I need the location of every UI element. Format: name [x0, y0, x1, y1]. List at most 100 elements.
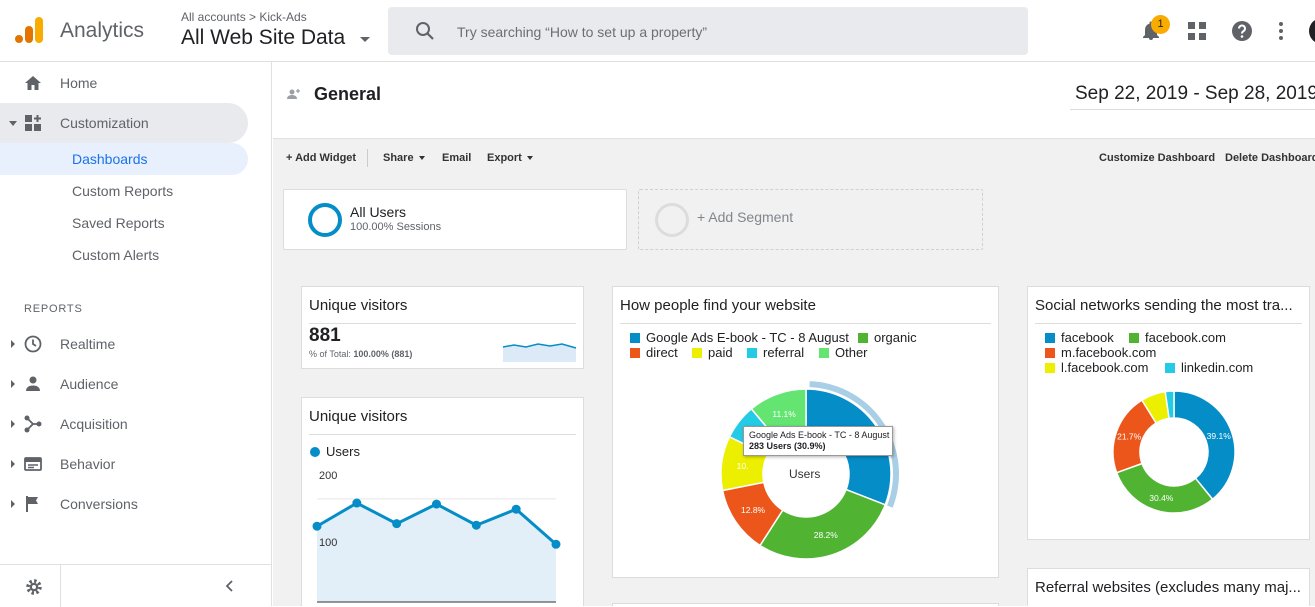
customize-dashboard-button[interactable]: Customize Dashboard	[1099, 152, 1216, 164]
sidebar-item-home[interactable]: Home	[0, 63, 248, 103]
product-name: Analytics	[60, 19, 145, 42]
metric-total: % of Total: 100.00% (881)	[309, 349, 412, 359]
share-button-label: Share	[383, 152, 414, 164]
line-chart	[312, 498, 561, 603]
account-avatar[interactable]	[1309, 18, 1315, 44]
gear-icon[interactable]	[25, 578, 43, 596]
legend-item: facebook.com	[1129, 330, 1226, 345]
legend-item: Google Ads E-book - TC - 8 August	[630, 330, 849, 345]
add-widget-button[interactable]: + Add Widget	[286, 152, 357, 164]
chevron-down-icon[interactable]	[360, 37, 370, 42]
caret-down-icon	[9, 121, 17, 126]
widget-referral-websites: Referral websites (excludes many maj...	[1027, 568, 1310, 606]
legend-item: paid	[692, 345, 733, 360]
date-range-picker[interactable]: Sep 22, 2019 - Sep 28, 2019	[1070, 80, 1315, 110]
legend-label: direct	[646, 345, 678, 360]
legend-item: m.facebook.com	[1045, 345, 1156, 360]
sidebar-item-dashboards[interactable]: Dashboards	[0, 143, 248, 175]
sidebar-item-label: Audience	[60, 376, 119, 392]
pie-slice	[1115, 462, 1214, 514]
account-breadcrumb[interactable]: All accounts > Kick-Ads	[181, 10, 307, 24]
apps-grid-icon[interactable]	[1188, 22, 1206, 40]
divider	[367, 149, 368, 167]
flag-icon	[26, 496, 38, 512]
more-vert-icon[interactable]	[1278, 21, 1284, 41]
search-icon[interactable]	[415, 21, 435, 41]
slice-label: 10.	[737, 461, 749, 471]
sidebar-item-label: Acquisition	[60, 416, 128, 432]
share-person-icon[interactable]	[286, 86, 302, 102]
caret-right-icon	[11, 460, 15, 468]
search-input[interactable]	[457, 24, 957, 40]
sidebar-item-label: Dashboards	[72, 151, 148, 167]
sidebar-item-audience[interactable]: Audience	[0, 364, 248, 404]
widget-title: Unique visitors	[309, 408, 408, 425]
help-icon[interactable]	[1231, 20, 1253, 42]
legend-item: referral	[747, 345, 804, 360]
sidebar-item-saved-reports[interactable]: Saved Reports	[0, 207, 248, 239]
legend-item: l.facebook.com	[1045, 360, 1148, 375]
slice-label: 12.8%	[741, 505, 766, 515]
pie-slice	[1164, 390, 1175, 420]
data-point	[432, 499, 441, 509]
analytics-logo-icon[interactable]	[14, 15, 44, 45]
tooltip-title: Google Ads E-book - TC - 8 August	[749, 430, 890, 440]
browser-window-icon	[24, 457, 42, 471]
legend-item: linkedin.com	[1165, 360, 1253, 375]
delete-dashboard-button[interactable]: Delete Dashboard	[1225, 152, 1315, 164]
slice-label: 11.1%	[772, 409, 796, 419]
sidebar-item-behavior[interactable]: Behavior	[0, 444, 248, 484]
widget-how-people-find: How people find your website Google Ads …	[612, 286, 999, 578]
slice-label: 30.4%	[1149, 493, 1174, 503]
segment-card-all-users[interactable]: All Users 100.00% Sessions	[283, 189, 627, 250]
add-segment-button[interactable]: + Add Segment	[638, 189, 983, 250]
sidebar-item-custom-alerts[interactable]: Custom Alerts	[0, 239, 248, 271]
notification-count-badge: 1	[1151, 15, 1170, 34]
clock-icon	[24, 335, 42, 353]
caret-right-icon	[11, 500, 15, 508]
segment-name: All Users	[350, 204, 407, 220]
data-point	[551, 539, 561, 549]
data-point	[392, 519, 402, 529]
sidebar-item-custom-reports[interactable]: Custom Reports	[0, 175, 248, 207]
sidebar-item-acquisition[interactable]: Acquisition	[0, 404, 248, 444]
tooltip-value: 283 Users (30.9%)	[749, 441, 826, 451]
sidebar-item-label: Conversions	[60, 496, 138, 512]
chevron-left-icon[interactable]	[224, 580, 236, 592]
chart-tooltip: Google Ads E-book - TC - 8 August 283 Us…	[743, 426, 893, 456]
export-button[interactable]: Export	[487, 152, 533, 164]
dashboard-main: General Sep 22, 2019 - Sep 28, 2019 + Ad…	[273, 62, 1315, 606]
y-tick-label: 200	[319, 470, 338, 482]
slice-label: 39.1%	[1207, 431, 1232, 441]
widget-unique-visitors-metric: Unique visitors 881 % of Total: 100.00% …	[301, 286, 584, 369]
legend-label: facebook.com	[1145, 330, 1226, 345]
sidebar-footer	[0, 564, 272, 607]
sidebar-item-realtime[interactable]: Realtime	[0, 324, 248, 364]
caret-right-icon	[11, 420, 15, 428]
caret-right-icon	[11, 340, 15, 348]
sidebar-item-conversions[interactable]: Conversions	[0, 484, 248, 524]
share-button[interactable]: Share	[383, 152, 425, 164]
data-point	[312, 521, 322, 531]
data-point	[471, 520, 481, 530]
data-point	[352, 498, 362, 508]
legend-label: organic	[874, 330, 917, 345]
email-button[interactable]: Email	[442, 152, 472, 164]
metric-total-prefix: % of Total:	[309, 349, 354, 359]
sidebar-item-customization[interactable]: Customization	[0, 103, 248, 143]
export-button-label: Export	[487, 152, 522, 164]
divider	[309, 323, 576, 324]
legend-label: paid	[708, 345, 733, 360]
chevron-down-icon	[526, 156, 533, 161]
segment-detail: 100.00% Sessions	[350, 221, 442, 233]
legend-label: Other	[835, 345, 868, 360]
acquisition-merge-icon	[24, 415, 42, 433]
divider	[60, 565, 61, 607]
pie-slice	[1173, 390, 1236, 501]
legend-item: direct	[630, 345, 678, 360]
sidebar-item-label: Custom Alerts	[72, 247, 160, 263]
view-selector[interactable]: All Web Site Data	[181, 26, 346, 49]
legend-item-users: Users	[310, 444, 360, 459]
donut-center-label: Users	[789, 467, 821, 481]
top-bar: Analytics All accounts > Kick-Ads All We…	[0, 0, 1315, 62]
